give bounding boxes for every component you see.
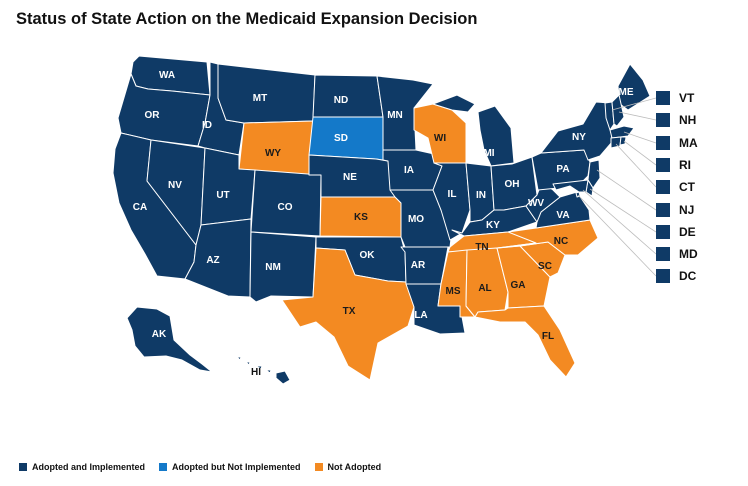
legend-label-adopted-not-implemented: Adopted but Not Implemented	[172, 462, 301, 472]
small-state-label-CT: CT	[679, 180, 695, 194]
state-HI[interactable]	[236, 356, 291, 385]
leader-CT	[615, 143, 657, 188]
state-labels: WA OR CA NV ID MT WY UT AZ CO NM ND SD NE KS OK TX MN IA MO…	[133, 70, 634, 378]
state-label-IN: IN	[476, 190, 486, 201]
legend-label-not-adopted: Not Adopted	[327, 462, 382, 472]
state-label-MI: MI	[483, 148, 494, 159]
state-label-NY: NY	[572, 132, 586, 143]
legend-swatch-not-adopted	[314, 463, 323, 471]
legend: Adopted and Implemented Adopted but Not …	[19, 462, 395, 472]
small-state-box-DC[interactable]	[656, 269, 670, 283]
small-state-label-RI: RI	[679, 158, 691, 172]
state-label-AK: AK	[152, 329, 167, 340]
small-state-box-NJ[interactable]	[656, 203, 670, 217]
state-label-CA: CA	[133, 202, 147, 213]
state-label-WA: WA	[159, 70, 175, 81]
small-state-box-MD[interactable]	[656, 247, 670, 261]
leader-MA	[623, 131, 657, 144]
state-label-OK: OK	[360, 250, 376, 261]
legend-label-adopted: Adopted and Implemented	[32, 462, 146, 472]
legend-swatch-adopted	[19, 463, 27, 471]
state-NJ[interactable]	[587, 159, 601, 189]
state-RI[interactable]	[619, 136, 627, 146]
small-state-box-DE[interactable]	[656, 225, 670, 239]
state-FL[interactable]	[474, 305, 576, 378]
state-label-AL: AL	[478, 283, 491, 294]
state-label-ND: ND	[334, 95, 348, 106]
state-label-WV: WV	[528, 198, 544, 209]
state-CT[interactable]	[610, 136, 622, 149]
state-label-TN: TN	[475, 242, 488, 253]
state-label-FL: FL	[542, 331, 554, 342]
legend-swatch-adopted-not-implemented	[159, 463, 168, 471]
state-WV[interactable]	[525, 181, 561, 223]
small-state-box-RI[interactable]	[656, 158, 670, 172]
state-label-NC: NC	[554, 236, 568, 247]
small-state-label-MD: MD	[679, 247, 698, 261]
state-label-SC: SC	[538, 261, 552, 272]
state-label-UT: UT	[216, 190, 229, 201]
state-TX[interactable]	[281, 247, 415, 381]
state-label-MT: MT	[253, 93, 267, 104]
leader-RI	[623, 140, 657, 166]
state-label-NV: NV	[168, 180, 182, 191]
state-label-MN: MN	[387, 110, 403, 121]
state-label-KS: KS	[354, 212, 368, 223]
state-label-AR: AR	[411, 260, 426, 271]
state-label-MO: MO	[408, 214, 424, 225]
state-NH[interactable]	[611, 94, 625, 127]
leader-NJ	[596, 169, 657, 211]
legend-item-not-adopted: Not Adopted	[314, 462, 382, 472]
small-state-label-MA: MA	[679, 136, 698, 150]
state-label-MS: MS	[446, 286, 461, 297]
small-state-label-DE: DE	[679, 225, 696, 239]
small-state-label-NJ: NJ	[679, 203, 695, 217]
small-state-box-CT[interactable]	[656, 180, 670, 194]
state-label-HI: HI	[251, 367, 261, 378]
leader-NH	[618, 111, 657, 121]
state-AK[interactable]	[126, 306, 213, 373]
small-state-label-DC: DC	[679, 269, 697, 283]
state-VT[interactable]	[604, 101, 615, 131]
state-label-LA: LA	[414, 310, 427, 321]
legend-item-adopted: Adopted and Implemented	[19, 462, 145, 472]
state-label-PA: PA	[556, 164, 569, 175]
state-label-ID: ID	[202, 120, 212, 131]
state-label-IL: IL	[448, 189, 457, 200]
map-title: Status of State Action on the Medicaid E…	[16, 10, 478, 28]
state-label-GA: GA	[511, 280, 526, 291]
state-label-OH: OH	[505, 179, 520, 190]
state-label-TX: TX	[343, 306, 356, 317]
state-label-IA: IA	[404, 165, 414, 176]
state-label-WI: WI	[434, 133, 446, 144]
state-label-CO: CO	[278, 202, 293, 213]
leader-MD	[582, 189, 657, 255]
leader-lines	[577, 97, 657, 277]
small-state-label-NH: NH	[679, 113, 697, 127]
state-label-AZ: AZ	[206, 255, 219, 266]
small-state-box-MA[interactable]	[656, 136, 670, 150]
legend-item-adopted-not-implemented: Adopted but Not Implemented	[159, 462, 301, 472]
state-label-NE: NE	[343, 172, 357, 183]
small-state-box-VT[interactable]	[656, 91, 670, 105]
state-label-ME: ME	[619, 87, 634, 98]
state-label-NM: NM	[265, 262, 281, 273]
state-NM[interactable]	[249, 231, 317, 303]
leader-DE	[589, 188, 657, 233]
state-label-OR: OR	[145, 110, 161, 121]
small-state-box-NH[interactable]	[656, 113, 670, 127]
small-state-label-VT: VT	[679, 91, 695, 105]
state-label-VA: VA	[556, 210, 569, 221]
leader-VT	[611, 97, 657, 111]
state-label-SD: SD	[334, 133, 348, 144]
state-label-WY: WY	[265, 148, 281, 159]
state-label-KY: KY	[486, 220, 500, 231]
leader-DC	[577, 194, 657, 277]
state-MA[interactable]	[609, 125, 635, 139]
